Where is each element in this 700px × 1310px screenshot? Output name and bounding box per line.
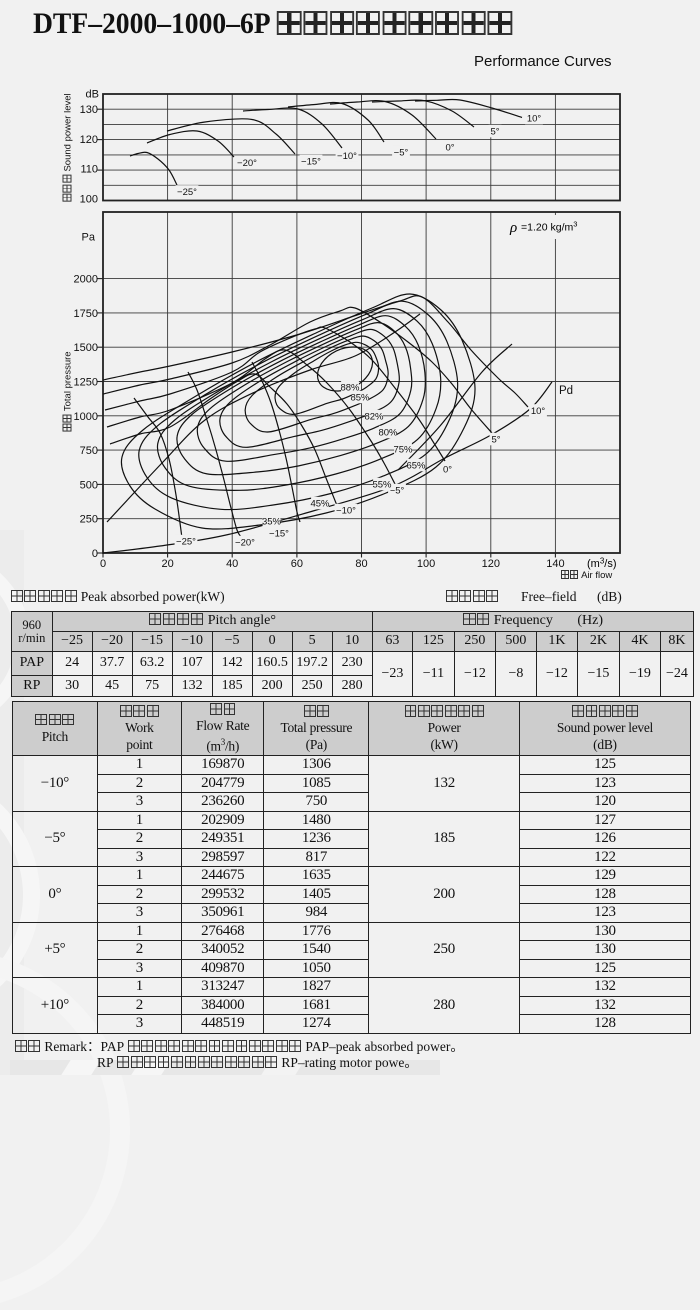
svg-text:500: 500 bbox=[80, 479, 98, 491]
svg-text:100: 100 bbox=[80, 194, 98, 206]
svg-text:ρ: ρ bbox=[509, 220, 517, 236]
svg-text:250: 250 bbox=[80, 514, 98, 526]
svg-text:1500: 1500 bbox=[74, 342, 98, 354]
svg-text:dB: dB bbox=[86, 89, 99, 101]
svg-text:0°: 0° bbox=[445, 142, 454, 153]
svg-text:=1.20 kg/m3: =1.20 kg/m3 bbox=[521, 220, 577, 234]
svg-text:−5°: −5° bbox=[394, 147, 409, 158]
svg-text:110: 110 bbox=[80, 164, 98, 176]
svg-text:120: 120 bbox=[482, 558, 500, 570]
svg-text:85%: 85% bbox=[350, 392, 370, 403]
svg-text:10°: 10° bbox=[527, 113, 542, 124]
svg-text:130: 130 bbox=[80, 104, 98, 116]
svg-text:750: 750 bbox=[80, 445, 98, 457]
svg-text:−15°: −15° bbox=[301, 156, 321, 167]
svg-text:5°: 5° bbox=[490, 126, 499, 137]
svg-text:65%: 65% bbox=[406, 460, 426, 471]
svg-text:−20°: −20° bbox=[235, 537, 255, 548]
svg-text:Pa: Pa bbox=[82, 232, 96, 244]
svg-text:1250: 1250 bbox=[74, 377, 98, 389]
svg-text:−10°: −10° bbox=[336, 505, 356, 516]
svg-text:140: 140 bbox=[546, 558, 564, 570]
svg-text:35%: 35% bbox=[262, 516, 282, 527]
svg-text:120: 120 bbox=[80, 134, 98, 146]
svg-text:100: 100 bbox=[417, 558, 435, 570]
svg-text:5°: 5° bbox=[491, 434, 500, 445]
svg-text:−10°: −10° bbox=[337, 151, 357, 162]
svg-text:0°: 0° bbox=[443, 464, 452, 475]
svg-text:2000: 2000 bbox=[74, 274, 98, 286]
svg-text:−25°: −25° bbox=[177, 187, 197, 198]
svg-text:55%: 55% bbox=[372, 479, 392, 490]
svg-text:0: 0 bbox=[92, 548, 98, 560]
svg-text:Pd: Pd bbox=[559, 385, 573, 397]
svg-text:−20°: −20° bbox=[237, 158, 257, 169]
svg-text:20: 20 bbox=[161, 558, 173, 570]
svg-text:10°: 10° bbox=[531, 406, 546, 417]
svg-text:75%: 75% bbox=[393, 444, 413, 455]
svg-text:40: 40 bbox=[226, 558, 238, 570]
svg-text:45%: 45% bbox=[310, 498, 330, 509]
svg-text:−25°: −25° bbox=[176, 536, 196, 547]
svg-text:82%: 82% bbox=[364, 411, 384, 422]
svg-text:1000: 1000 bbox=[74, 411, 98, 423]
svg-text:1750: 1750 bbox=[74, 308, 98, 320]
svg-text:88%: 88% bbox=[340, 382, 360, 393]
svg-text:60: 60 bbox=[291, 558, 303, 570]
svg-text:80%: 80% bbox=[378, 427, 398, 438]
svg-text:−5°: −5° bbox=[390, 485, 405, 496]
svg-text:−15°: −15° bbox=[269, 528, 289, 539]
svg-text:80: 80 bbox=[355, 558, 367, 570]
svg-text:(m3/s): (m3/s) bbox=[587, 557, 617, 571]
svg-text:0: 0 bbox=[100, 558, 106, 570]
